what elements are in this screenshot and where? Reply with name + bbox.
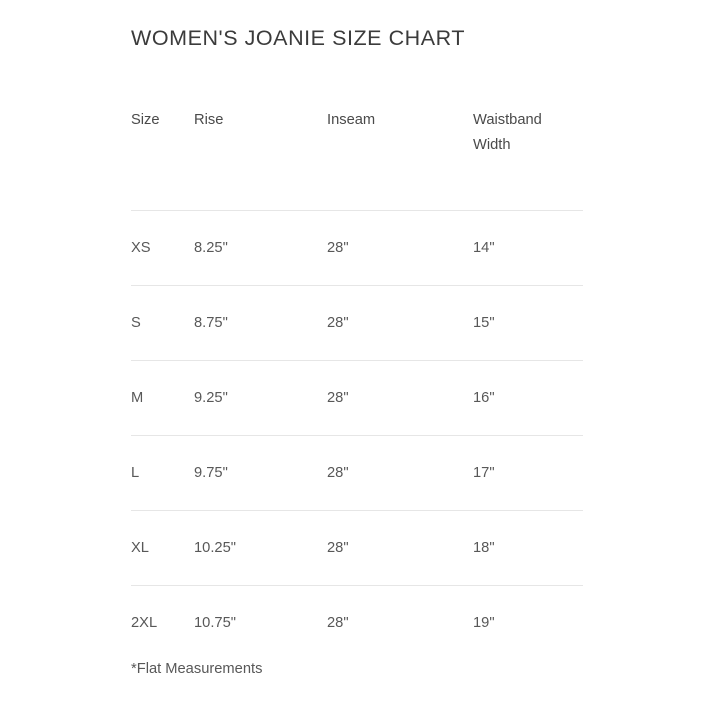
table-row: S 8.75" 28" 15" <box>131 285 583 361</box>
table-row: L 9.75" 28" 17" <box>131 435 583 511</box>
cell-rise: 9.75" <box>194 435 327 511</box>
cell-inseam: 28" <box>327 360 473 436</box>
cell-inseam: 28" <box>327 435 473 511</box>
cell-waistband-width: 17" <box>473 435 583 511</box>
column-header-inseam: Inseam <box>327 112 376 128</box>
table-header: Size Rise Inseam Waistband Width <box>131 108 583 211</box>
cell-waistband-width: 18" <box>473 510 583 586</box>
cell-size: XL <box>131 510 194 586</box>
cell-size: L <box>131 435 194 511</box>
table-header-row: Size Rise Inseam Waistband Width <box>131 108 583 211</box>
cell-inseam: 28" <box>327 285 473 361</box>
page-title: WOMEN'S JOANIE SIZE CHART <box>131 26 466 50</box>
table-row: XS 8.25" 28" 14" <box>131 210 583 286</box>
cell-waistband-width: 15" <box>473 285 583 361</box>
cell-rise: 8.75" <box>194 285 327 361</box>
footnote: *Flat Measurements <box>131 661 263 677</box>
cell-rise: 10.25" <box>194 510 327 586</box>
cell-size: S <box>131 285 194 361</box>
table-row: XL 10.25" 28" 18" <box>131 510 583 586</box>
cell-rise: 8.25" <box>194 210 327 286</box>
column-header-waistband-width: Waistband Width <box>473 112 542 153</box>
cell-rise: 10.75" <box>194 585 327 660</box>
table-row: 2XL 10.75" 28" 19" <box>131 585 583 660</box>
table-body: XS 8.25" 28" 14" S 8.75" 28" 15" M 9.25"… <box>131 210 583 660</box>
cell-size: XS <box>131 210 194 286</box>
cell-inseam: 28" <box>327 510 473 586</box>
cell-size: M <box>131 360 194 436</box>
cell-waistband-width: 14" <box>473 210 583 286</box>
column-header-rise: Rise <box>194 112 224 128</box>
cell-inseam: 28" <box>327 585 473 660</box>
table-row: M 9.25" 28" 16" <box>131 360 583 436</box>
cell-waistband-width: 19" <box>473 585 583 660</box>
cell-waistband-width: 16" <box>473 360 583 436</box>
cell-size: 2XL <box>131 585 194 660</box>
size-chart-table: Size Rise Inseam Waistband Width XS 8.25… <box>131 108 583 660</box>
cell-rise: 9.25" <box>194 360 327 436</box>
column-header-size: Size <box>131 112 160 128</box>
cell-inseam: 28" <box>327 210 473 286</box>
